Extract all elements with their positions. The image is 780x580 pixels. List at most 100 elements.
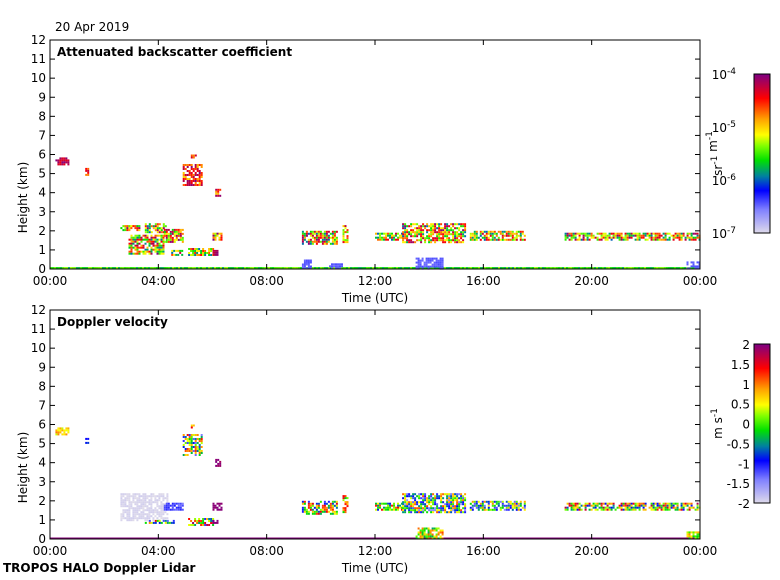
colorbar-step: [754, 419, 770, 421]
data-cell: [335, 500, 338, 503]
data-cell: [163, 240, 166, 243]
colorbar-step: [754, 398, 770, 400]
colorbar-step: [754, 150, 770, 152]
data-cell: [696, 232, 699, 235]
data-cell: [456, 501, 459, 504]
data-cell: [67, 163, 70, 166]
data-cell: [430, 229, 433, 232]
data-cell: [642, 504, 645, 507]
colorbar-step: [754, 219, 770, 221]
data-cell: [173, 240, 176, 243]
data-cell: [614, 267, 616, 270]
data-cell: [404, 493, 407, 496]
data-cell: [382, 267, 384, 270]
data-cell: [128, 503, 131, 506]
data-cell: [612, 232, 615, 235]
data-cell: [163, 504, 166, 507]
data-cell: [158, 238, 161, 241]
x-axis-label: Time (UTC): [341, 561, 408, 575]
colorbar-step: [754, 151, 770, 153]
data-cell: [303, 506, 306, 509]
data-cell: [586, 234, 589, 237]
data-cell: [128, 497, 131, 500]
data-cell: [134, 495, 137, 498]
data-cell: [662, 502, 665, 505]
colorbar-step: [754, 194, 770, 196]
data-cell: [144, 521, 147, 524]
data-cell: [140, 517, 143, 520]
data-cell: [431, 259, 434, 262]
data-cell: [194, 166, 197, 168]
data-cell: [507, 500, 510, 503]
data-cell: [424, 225, 427, 228]
y-tick-label: 6: [38, 148, 46, 162]
data-cell: [418, 507, 421, 510]
data-cell: [572, 508, 575, 511]
data-cell: [680, 506, 683, 509]
data-cell: [188, 184, 191, 186]
data-cell: [574, 232, 577, 235]
data-cell: [194, 450, 197, 452]
data-cell: [150, 250, 153, 253]
colorbar-step: [754, 457, 770, 459]
data-cell: [171, 232, 174, 235]
data-cell: [636, 267, 638, 270]
data-cell: [194, 524, 197, 526]
y-tick-label: 5: [38, 167, 46, 181]
cloud-patch: [402, 493, 467, 514]
data-cell: [417, 261, 420, 264]
data-cell: [214, 232, 217, 235]
data-cell: [584, 232, 587, 235]
data-cell: [333, 240, 336, 243]
data-cell: [188, 180, 191, 182]
data-cell: [296, 267, 298, 270]
data-cell: [444, 267, 446, 270]
data-cell: [198, 248, 201, 250]
data-cell: [462, 225, 465, 228]
data-cell: [190, 520, 193, 522]
data-cell: [491, 236, 494, 239]
colorbar-step: [754, 144, 770, 146]
data-cell: [272, 267, 274, 270]
data-cell: [448, 233, 451, 236]
data-cell: [152, 267, 154, 270]
data-cell: [190, 254, 193, 256]
data-cell: [501, 506, 504, 509]
data-cell: [425, 259, 428, 262]
data-cell: [680, 238, 683, 241]
data-cell: [188, 444, 191, 446]
data-cell: [126, 499, 129, 502]
data-cell: [680, 502, 683, 505]
data-cell: [142, 234, 145, 237]
data-cell: [436, 223, 439, 226]
data-cell: [456, 503, 459, 506]
data-cell: [422, 495, 425, 498]
data-cell: [696, 508, 699, 511]
data-cell: [436, 509, 439, 512]
data-cell: [146, 517, 149, 520]
data-cell: [160, 513, 163, 516]
colorbar-step: [754, 412, 770, 414]
data-cell: [160, 267, 162, 270]
data-cell: [464, 223, 467, 226]
data-cell: [122, 505, 125, 508]
data-cell: [325, 242, 328, 245]
data-cell: [370, 267, 372, 270]
data-cell: [454, 493, 457, 496]
data-cell: [162, 503, 165, 506]
data-cell: [148, 521, 151, 524]
data-cell: [475, 232, 478, 235]
data-cell: [94, 267, 96, 270]
data-cell: [442, 237, 445, 240]
colorbar-step: [754, 148, 770, 150]
data-cell: [170, 267, 172, 270]
data-cell: [389, 506, 391, 509]
data-cell: [664, 504, 667, 507]
data-cell: [676, 234, 679, 237]
data-cell: [676, 267, 678, 270]
data-cell: [138, 499, 141, 502]
data-cell: [208, 248, 211, 250]
data-cell: [404, 229, 407, 232]
colorbar-step: [754, 164, 770, 166]
data-cell: [493, 232, 496, 235]
